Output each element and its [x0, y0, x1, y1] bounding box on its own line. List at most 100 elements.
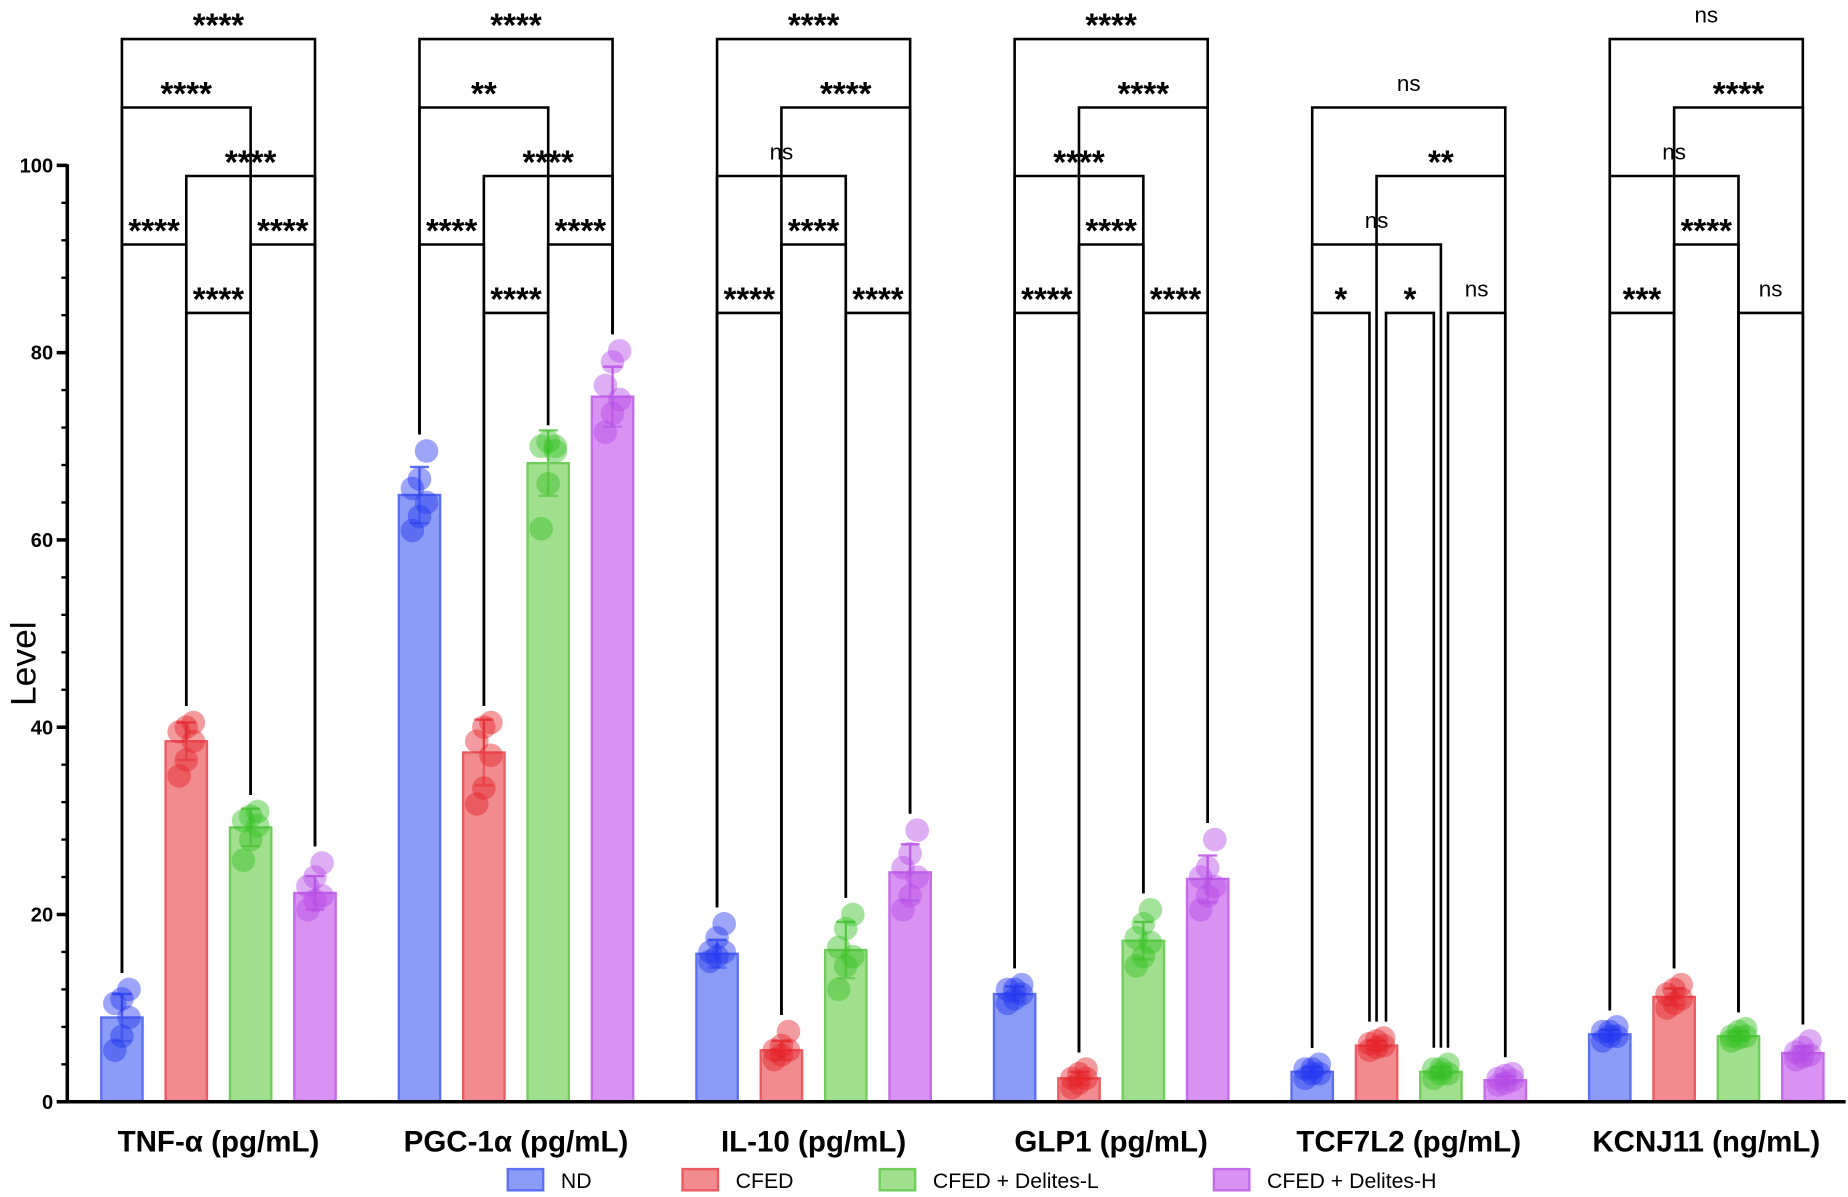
error-bar — [474, 718, 494, 787]
data-point — [1493, 1063, 1518, 1088]
significance-label: **** — [1150, 282, 1202, 319]
bracket — [1310, 106, 1507, 1058]
data-point — [1067, 1061, 1091, 1086]
data-point — [1202, 874, 1227, 899]
data-point — [1597, 1024, 1622, 1049]
bracket — [184, 311, 252, 795]
legend-label: CFED — [736, 1169, 794, 1193]
data-point — [1307, 1061, 1332, 1086]
error-bar — [538, 429, 558, 498]
legend-swatch — [878, 1167, 917, 1192]
significance-label: **** — [1085, 8, 1137, 45]
data-point — [310, 883, 334, 908]
significance-label: **** — [193, 8, 245, 45]
data-point — [1436, 1061, 1460, 1086]
data-point — [762, 1038, 787, 1063]
data-point — [1009, 982, 1034, 1006]
error-bar — [603, 365, 623, 428]
y-tick-label: 0 — [42, 1092, 53, 1114]
error-bar — [241, 807, 261, 848]
significance-label: **** — [257, 213, 309, 250]
legend-label: CFED + Delites-L — [933, 1169, 1099, 1193]
data-point — [905, 818, 930, 843]
data-point — [776, 1038, 801, 1063]
error-bar — [771, 1039, 791, 1061]
data-point — [529, 516, 553, 541]
data-point — [296, 874, 320, 899]
bracket — [1013, 311, 1081, 1053]
error-bar — [1664, 987, 1684, 1007]
data-point — [1131, 944, 1156, 969]
bracket — [715, 311, 783, 1016]
data-point — [1500, 1068, 1525, 1093]
data-point — [891, 898, 915, 922]
data-point — [303, 888, 327, 913]
bar — [1716, 1035, 1761, 1103]
data-point — [1195, 883, 1220, 908]
data-point — [1293, 1057, 1317, 1081]
significance-label: ** — [471, 76, 497, 113]
data-point — [995, 991, 1020, 1016]
error-bar — [305, 874, 325, 911]
data-point — [1719, 1029, 1744, 1053]
data-point — [1605, 1024, 1629, 1049]
error-bar — [1793, 1045, 1813, 1061]
bar — [462, 751, 506, 1103]
data-point — [181, 729, 206, 754]
error-bar — [112, 992, 132, 1043]
significance-label: **** — [1021, 282, 1073, 319]
data-point — [296, 898, 320, 922]
bracket — [1737, 311, 1805, 1025]
error-bar — [836, 920, 856, 980]
data-point — [167, 764, 191, 788]
data-point — [1783, 1040, 1808, 1064]
significance-label: * — [1334, 282, 1347, 319]
error-bar — [1495, 1075, 1515, 1086]
data-point — [898, 883, 922, 908]
bracket — [1608, 37, 1805, 1025]
significance-label: **** — [852, 282, 904, 319]
data-point — [1783, 1047, 1808, 1072]
data-point — [543, 439, 568, 463]
significance-label: **** — [1085, 213, 1137, 250]
bar — [397, 493, 442, 1103]
data-point — [1009, 972, 1034, 997]
data-point — [1791, 1035, 1815, 1060]
significance-label: **** — [1713, 76, 1765, 113]
significance-label: **** — [1118, 76, 1170, 113]
error-bar — [707, 938, 727, 970]
data-point — [103, 991, 127, 1016]
data-point — [1605, 1015, 1629, 1039]
data-point — [1364, 1029, 1389, 1053]
data-point — [698, 940, 722, 964]
x-tick-label: PGC-1α (pg/mL) — [404, 1125, 629, 1158]
data-point — [1195, 855, 1220, 880]
significance-label: ns — [1694, 2, 1718, 27]
data-point — [1293, 1066, 1317, 1091]
data-point — [1655, 996, 1679, 1020]
y-axis-label: Level — [3, 621, 43, 706]
data-point — [1060, 1075, 1084, 1100]
data-point — [762, 1047, 787, 1072]
data-point — [245, 813, 270, 838]
significance-label: **** — [490, 8, 542, 45]
data-point — [472, 776, 496, 800]
significance-label: ns — [1365, 208, 1389, 233]
data-point — [1202, 827, 1227, 852]
data-point — [303, 865, 327, 889]
data-point — [1131, 912, 1156, 936]
data-point — [607, 338, 632, 363]
data-point — [1422, 1066, 1446, 1091]
data-point — [167, 720, 191, 744]
error-bar — [1069, 1070, 1089, 1087]
data-point — [1074, 1057, 1098, 1081]
data-point — [891, 855, 915, 880]
bar — [228, 826, 273, 1103]
data-point — [1590, 1029, 1615, 1053]
bracket — [120, 37, 317, 973]
significance-label: *** — [1623, 282, 1662, 319]
data-point — [1655, 982, 1679, 1006]
error-bar — [1367, 1039, 1386, 1052]
data-point — [1597, 1019, 1622, 1044]
significance-label: **** — [161, 76, 213, 113]
